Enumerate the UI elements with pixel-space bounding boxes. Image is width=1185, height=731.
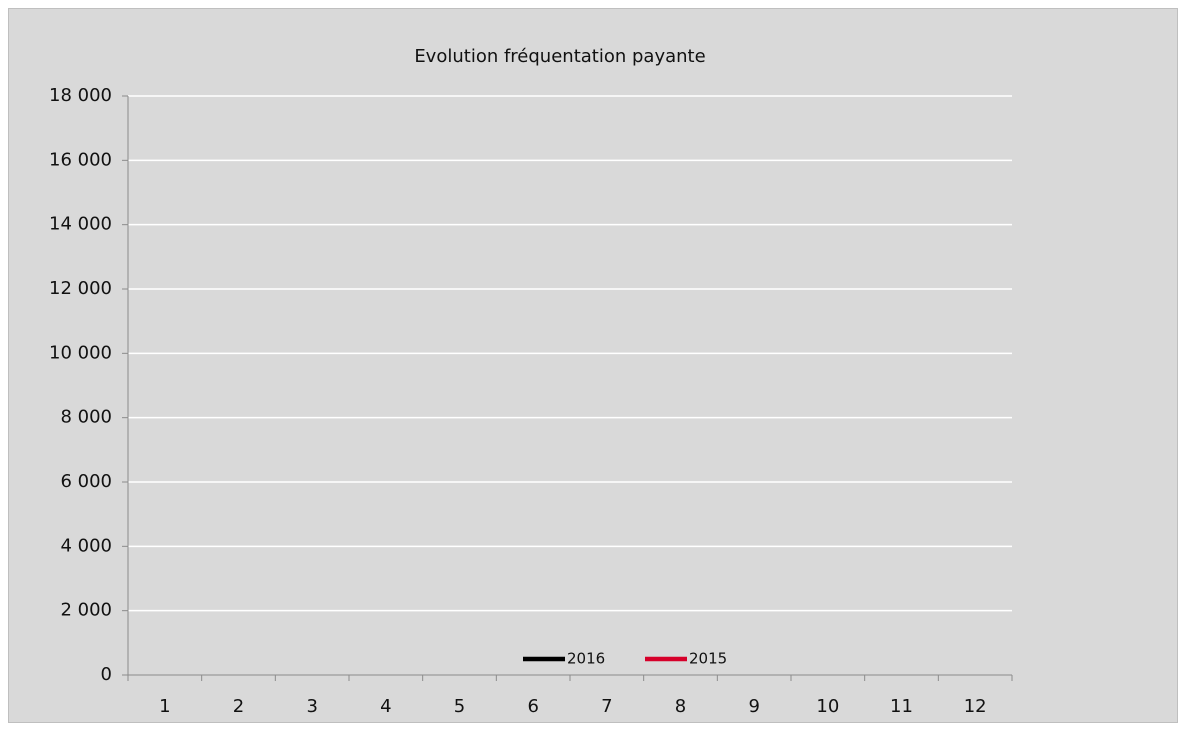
y-tick-label: 10 000 (49, 342, 112, 363)
y-tick-label: 2 000 (60, 600, 112, 621)
legend-label: 2015 (689, 650, 727, 668)
chart-title: Evolution fréquentation payante (414, 46, 705, 67)
x-tick-label: 5 (454, 696, 465, 717)
y-tick-label: 8 000 (60, 407, 112, 428)
y-tick-label: 4 000 (60, 535, 112, 556)
y-tick-label: 12 000 (49, 278, 112, 299)
y-tick-label: 14 000 (49, 214, 112, 235)
x-tick-label: 6 (527, 696, 538, 717)
x-tick-label: 10 (816, 696, 839, 717)
x-tick-label: 4 (380, 696, 391, 717)
x-tick-label: 3 (306, 696, 317, 717)
x-tick-label: 9 (748, 696, 759, 717)
grid (128, 95, 1012, 612)
y-tick-label: 18 000 (49, 85, 112, 106)
legend-label: 2016 (567, 650, 605, 668)
x-tick-label: 8 (675, 696, 686, 717)
x-tick-label: 11 (890, 696, 913, 717)
x-tick-label: 7 (601, 696, 612, 717)
x-tick-label: 1 (159, 696, 170, 717)
y-tick-label: 0 (101, 664, 112, 685)
chart-background (8, 8, 1178, 723)
x-tick-label: 12 (964, 696, 987, 717)
y-tick-label: 6 000 (60, 471, 112, 492)
x-tick-label: 2 (233, 696, 244, 717)
y-tick-label: 16 000 (49, 149, 112, 170)
